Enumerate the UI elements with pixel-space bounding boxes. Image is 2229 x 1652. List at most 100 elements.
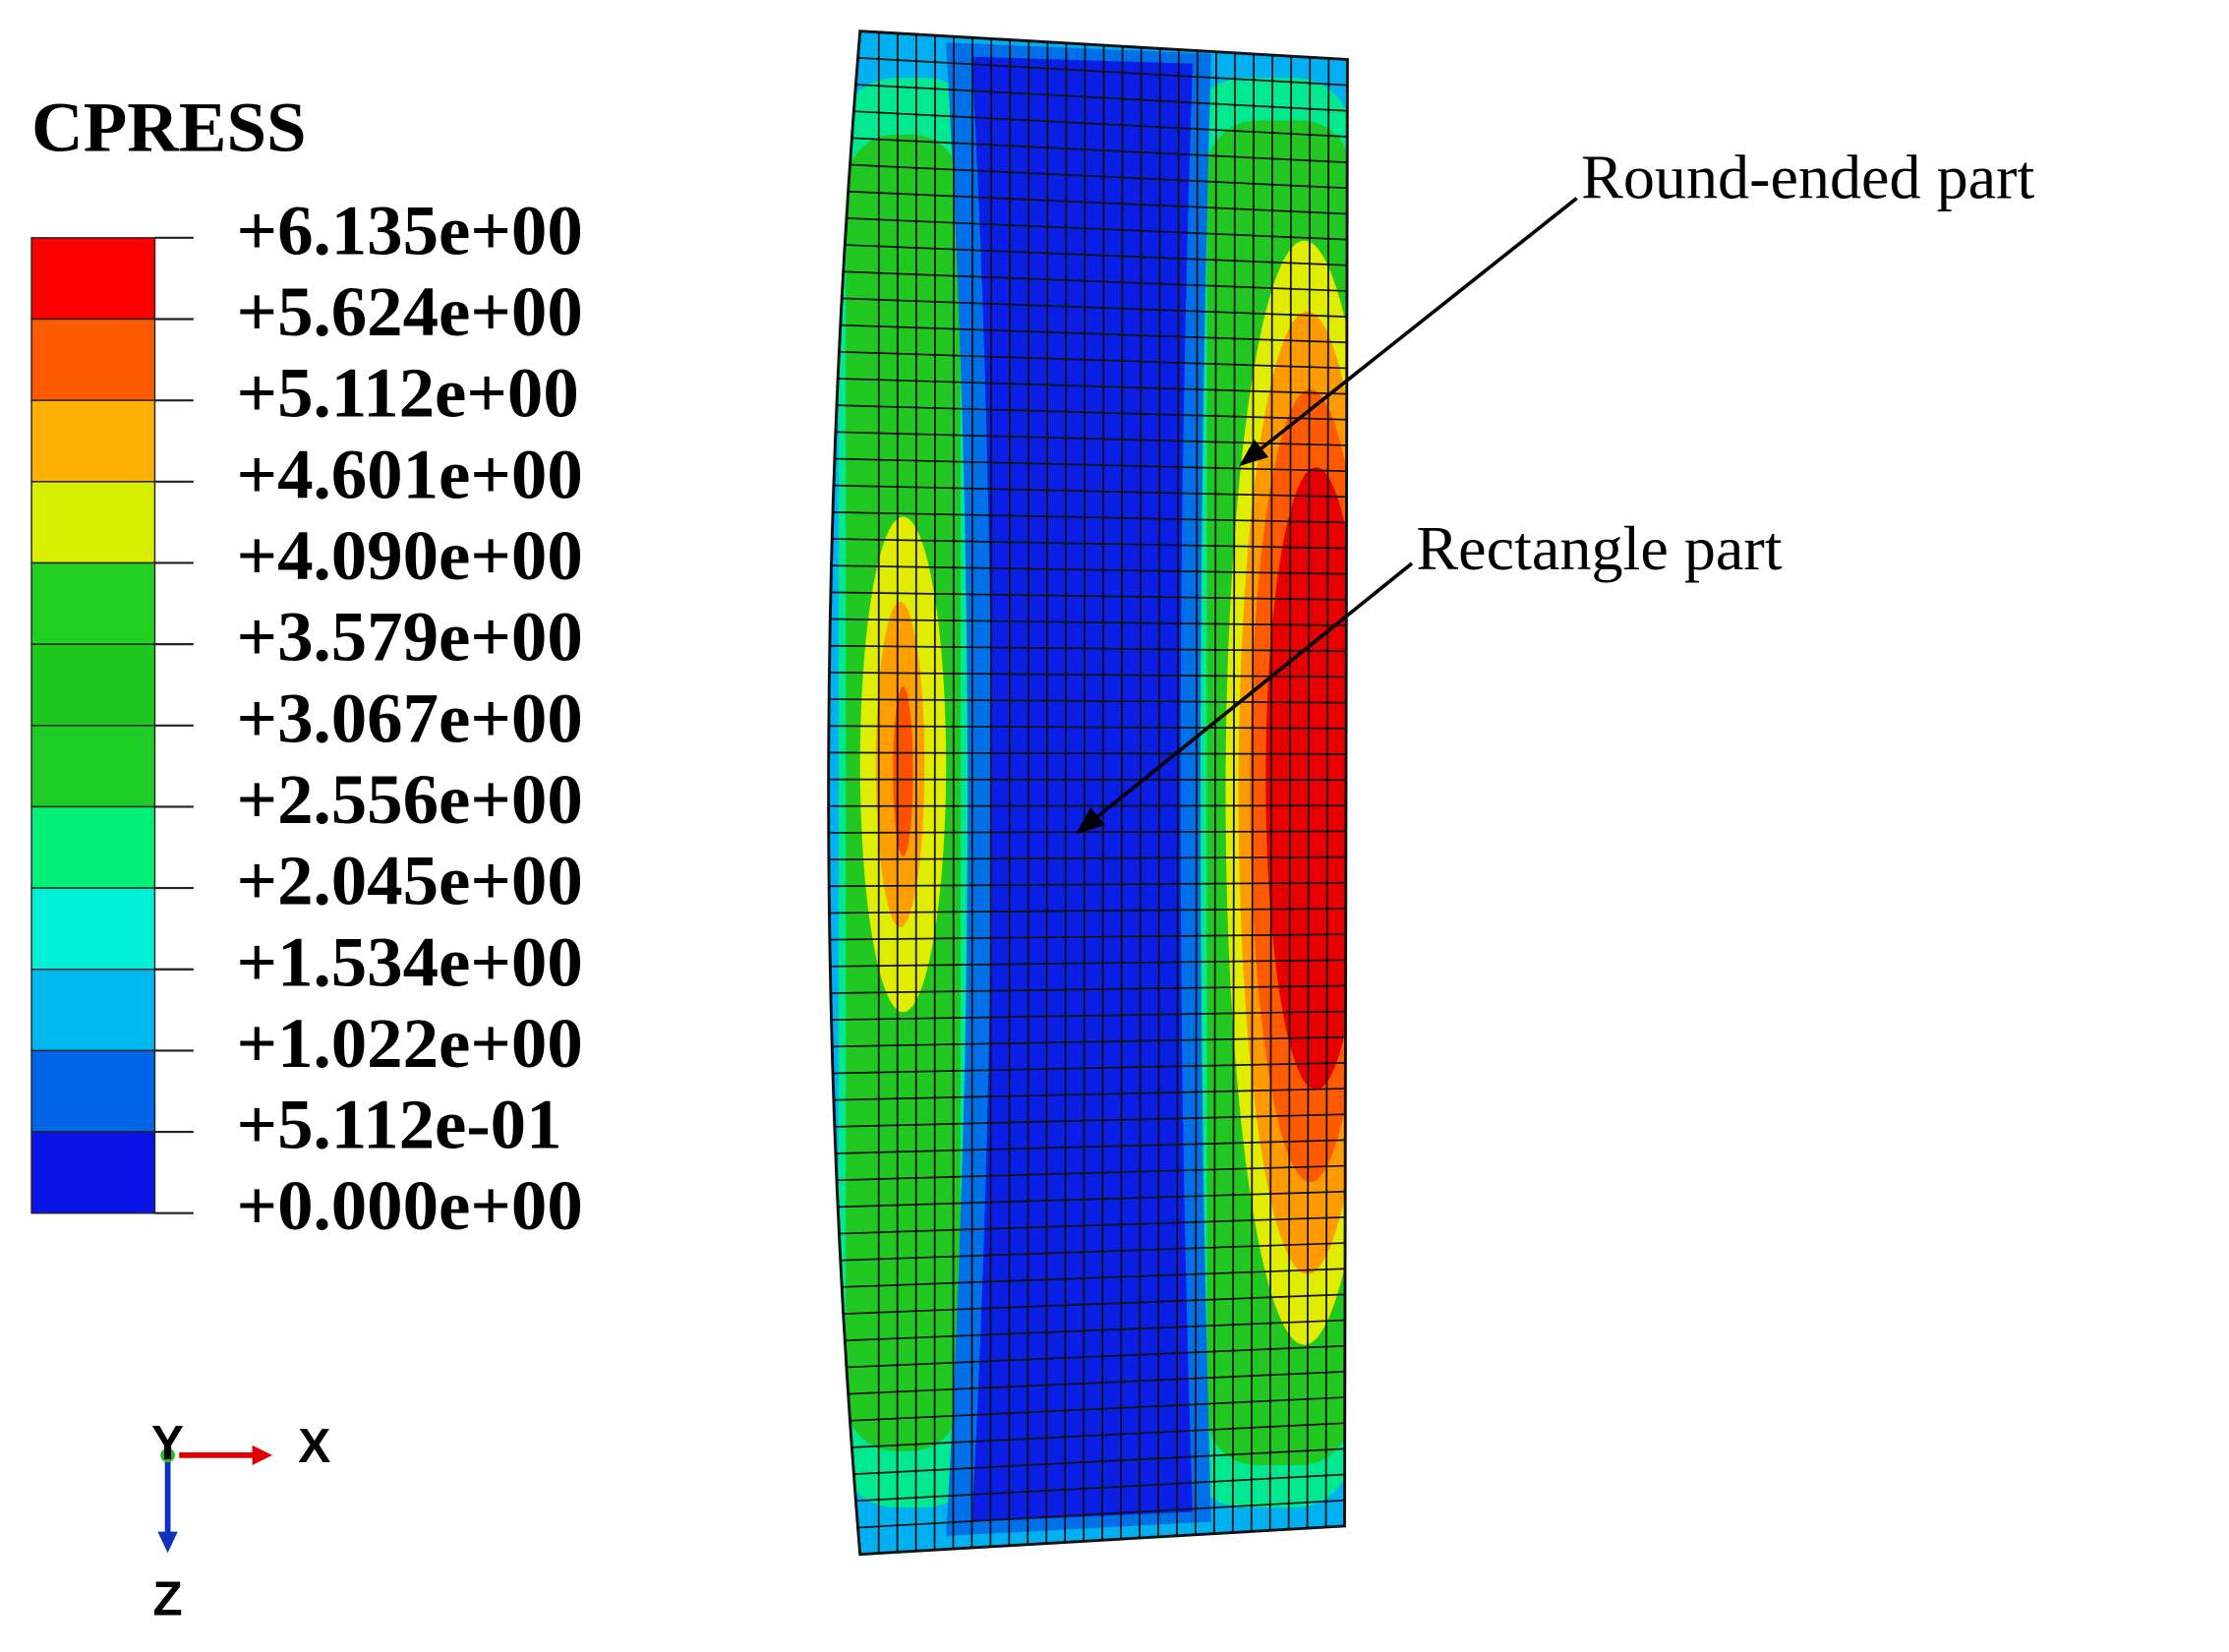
mesh-line <box>828 856 1346 860</box>
mesh-line <box>840 1242 1346 1262</box>
mesh-line <box>1212 51 1217 1534</box>
legend-label: +3.067e+00 <box>237 678 583 757</box>
legend-label: +5.112e+00 <box>237 353 579 432</box>
legend-swatch <box>30 399 156 483</box>
mesh-line <box>1064 42 1068 1543</box>
legend-label: +2.045e+00 <box>237 841 583 919</box>
axis-label: Z <box>152 1572 182 1626</box>
mesh-line <box>838 1190 1346 1209</box>
mesh-line <box>850 1396 1345 1422</box>
legend-swatch <box>30 1049 156 1133</box>
contour-band <box>971 56 1193 1522</box>
body-outline <box>827 30 1349 1557</box>
mesh-line <box>835 1139 1346 1154</box>
mesh-line <box>828 804 1346 807</box>
mesh-line <box>853 1447 1345 1476</box>
mesh-line <box>829 672 1347 678</box>
mesh-line <box>1157 48 1161 1537</box>
mesh-line <box>1268 55 1274 1531</box>
legend-swatch <box>30 481 156 564</box>
contour-band <box>1265 467 1348 1091</box>
mesh-line <box>1194 50 1199 1535</box>
mesh-line <box>1101 45 1105 1541</box>
annotation: Rectangle part <box>1416 513 1782 583</box>
mesh-line <box>952 36 955 1550</box>
mesh-line <box>1027 40 1030 1545</box>
mesh-line <box>850 163 1348 190</box>
mesh-line <box>829 881 1346 888</box>
legend-title: CPRESS <box>31 88 306 166</box>
legend-swatch <box>30 643 156 727</box>
mesh-line <box>832 538 1347 550</box>
mesh-line <box>829 698 1347 704</box>
mesh-line <box>828 725 1347 730</box>
legend-swatch <box>30 1131 156 1214</box>
mesh-line <box>853 110 1348 138</box>
mesh-line <box>828 751 1347 755</box>
x-arrowhead <box>252 1445 272 1465</box>
mesh-line <box>836 1164 1346 1182</box>
legend-swatch <box>30 237 156 321</box>
axis-triad: Y X Z <box>151 1416 330 1625</box>
annotation-arrow <box>1239 197 1578 466</box>
legend-label: +3.579e+00 <box>237 597 583 676</box>
mesh-line <box>832 510 1347 524</box>
mesh-line <box>989 38 993 1547</box>
mesh-line <box>1324 58 1330 1527</box>
mesh-line <box>851 137 1348 163</box>
mesh-line <box>832 1035 1346 1048</box>
mesh-line <box>1045 41 1049 1544</box>
mesh-line <box>846 217 1348 241</box>
legend-swatch <box>30 969 156 1052</box>
annotation: Round-ended part <box>1581 143 2035 212</box>
mesh-line <box>833 1088 1346 1101</box>
mesh-line <box>840 324 1347 344</box>
mesh-line <box>839 1216 1346 1235</box>
legend-swatch <box>30 318 156 401</box>
mesh-line <box>836 404 1347 421</box>
mesh-line <box>851 1422 1345 1448</box>
mesh-line <box>846 1344 1345 1369</box>
legend-label: +1.022e+00 <box>237 1003 583 1082</box>
mesh-line <box>830 959 1346 968</box>
axis-label: Y <box>151 1416 184 1470</box>
mesh <box>828 31 1348 1554</box>
mesh-line <box>829 908 1346 914</box>
legend-label: +6.135e+00 <box>237 191 583 269</box>
mesh-line <box>845 1319 1345 1342</box>
mesh-line <box>833 484 1347 499</box>
mesh-line <box>1176 49 1180 1536</box>
legend-swatch <box>30 887 156 971</box>
mesh-line <box>831 564 1347 575</box>
mesh-line <box>970 37 973 1549</box>
mesh-line <box>830 591 1347 601</box>
mesh-line <box>834 457 1347 472</box>
legend-label: +5.624e+00 <box>237 271 583 350</box>
mesh-line <box>831 1010 1346 1022</box>
mesh-line <box>1083 43 1086 1542</box>
mesh-line <box>832 1062 1346 1075</box>
mesh-line <box>845 244 1348 266</box>
mesh-line <box>848 1371 1345 1395</box>
y-dot <box>160 1447 175 1463</box>
legend-label: +4.601e+00 <box>237 435 583 513</box>
mesh-line <box>855 1473 1345 1503</box>
mesh-line <box>1287 56 1293 1530</box>
axis-label: X <box>298 1419 330 1473</box>
mesh-line <box>857 56 1348 87</box>
mesh-line <box>834 1113 1346 1128</box>
mesh-line <box>1120 46 1124 1540</box>
legend-swatch <box>30 805 156 889</box>
contour-band <box>893 686 913 856</box>
contour <box>828 30 1348 1555</box>
mesh-line <box>839 350 1347 370</box>
mesh-line <box>855 84 1348 112</box>
z-arrowhead <box>157 1531 178 1554</box>
mesh-line <box>1306 57 1312 1529</box>
mesh-line <box>843 1293 1345 1315</box>
legend-swatch <box>30 561 156 645</box>
mesh-line <box>1139 47 1143 1539</box>
mesh-line <box>1250 53 1255 1532</box>
mesh-line <box>1008 39 1012 1546</box>
